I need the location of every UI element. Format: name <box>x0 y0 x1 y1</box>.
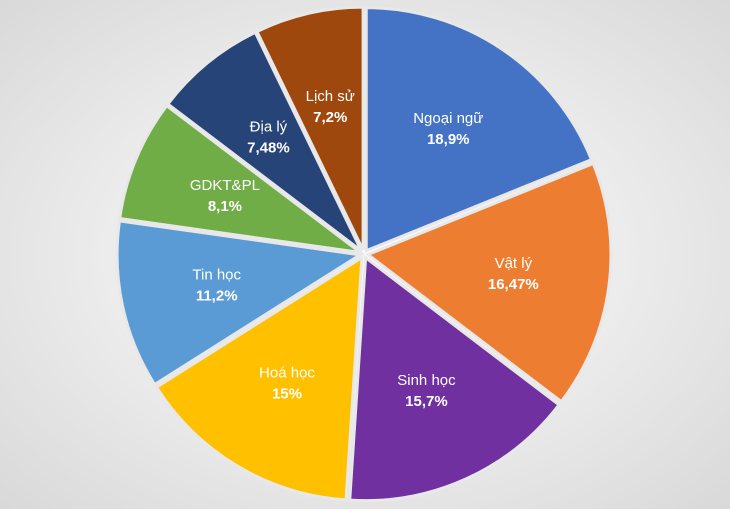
slice-value: 16,47% <box>488 276 539 293</box>
slice-category: Tin học <box>192 267 241 284</box>
pie-slice <box>364 161 613 404</box>
pie-slice <box>364 6 594 253</box>
slice-value: 7,2% <box>313 109 347 126</box>
slice-value: 7,48% <box>247 139 290 156</box>
pie-slice <box>154 254 364 502</box>
slice-category: GDKT&PL <box>190 177 260 194</box>
slice-value: 8,1% <box>208 198 242 215</box>
pie-slice <box>348 254 562 503</box>
slice-category: Vật lý <box>495 255 533 272</box>
pie-slice <box>117 103 366 255</box>
pie-slice <box>115 219 365 387</box>
pie-slice <box>254 5 365 251</box>
slice-value: 11,2% <box>196 288 238 305</box>
slice-category: Hoá học <box>259 364 315 381</box>
slice-category: Địa lý <box>250 118 288 135</box>
slice-category: Ngoại ngữ <box>413 110 483 127</box>
slice-category: Sinh học <box>397 372 456 389</box>
slice-value: 18,9% <box>427 131 470 148</box>
pie-slice <box>165 30 363 253</box>
slice-value: 15,7% <box>405 393 448 410</box>
slice-value: 15% <box>272 385 302 402</box>
slice-category: Lịch sử <box>306 88 355 105</box>
